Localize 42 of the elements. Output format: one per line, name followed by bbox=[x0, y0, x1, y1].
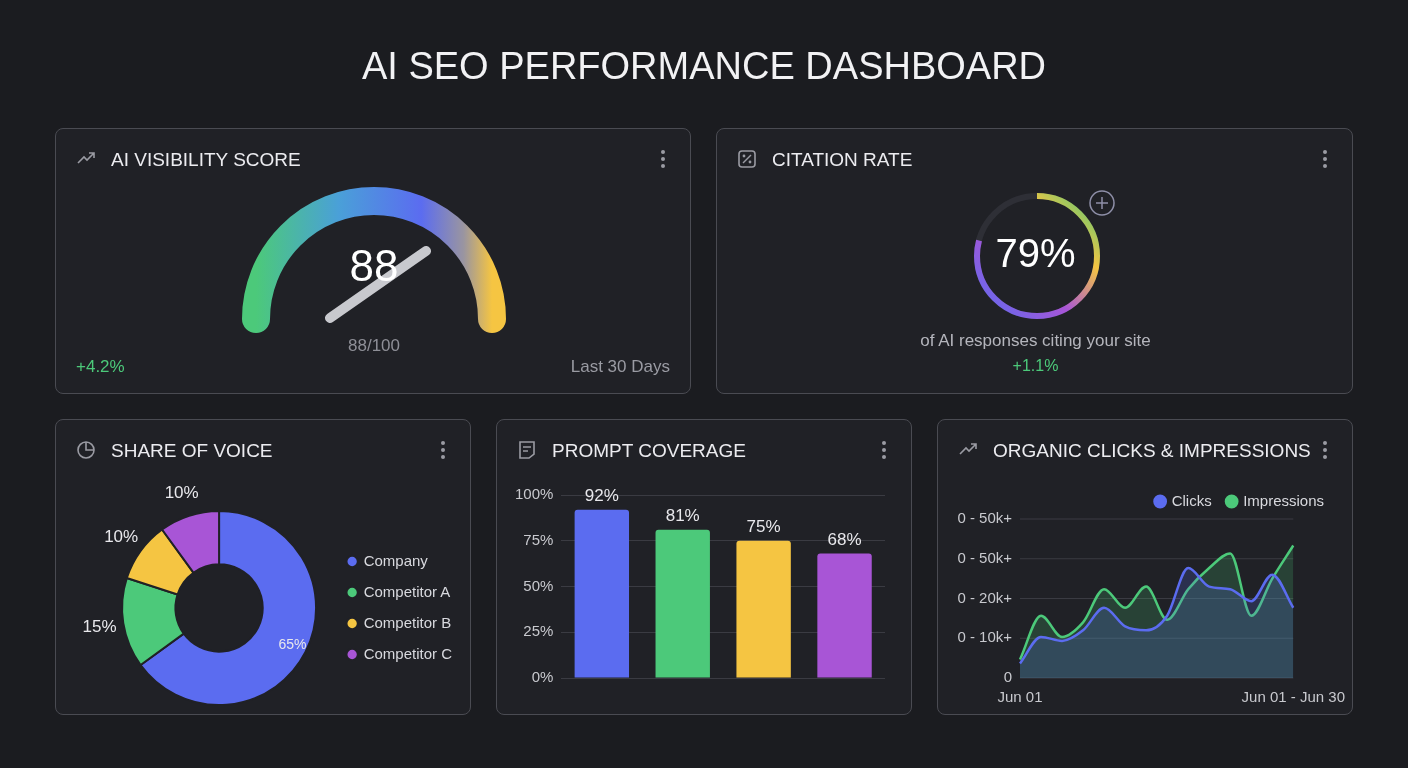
bar bbox=[655, 529, 710, 678]
text: AI SEO PERFORMANCE DASHBOARD bbox=[360, 45, 1048, 88]
text: +4.2% bbox=[76, 357, 125, 377]
text: 0 bbox=[1003, 668, 1012, 686]
data-label: 10% bbox=[104, 526, 139, 546]
data-label: 65% bbox=[278, 636, 307, 653]
text: CITATION RATE bbox=[772, 149, 913, 171]
text: of AI responses citing your site bbox=[919, 331, 1152, 351]
bar bbox=[817, 553, 872, 678]
y-tick-label: 75% bbox=[523, 530, 554, 548]
legend-label: Impressions bbox=[1243, 491, 1324, 509]
data-label: 92% bbox=[584, 485, 619, 505]
text: 88/100 bbox=[347, 336, 401, 356]
y-tick-label: 100% bbox=[514, 485, 554, 503]
chart-title: PROMPT COVERAGE bbox=[552, 440, 746, 462]
text: 0 - 50k+ bbox=[957, 548, 1013, 566]
text: AI VISIBILITY SCORE bbox=[111, 149, 301, 171]
x-tick-label: Jun 01 - Jun 30 bbox=[1241, 688, 1345, 706]
legend-label: Competitor A bbox=[363, 582, 451, 600]
data-label: 81% bbox=[665, 505, 700, 525]
bar bbox=[736, 540, 791, 678]
text: 79% bbox=[994, 231, 1077, 276]
y-tick-label: 0% bbox=[531, 668, 554, 686]
data-label: 68% bbox=[827, 529, 862, 549]
text: 0 - 10k+ bbox=[957, 628, 1013, 646]
text: +1.1% bbox=[1011, 357, 1060, 375]
y-tick-label: 50% bbox=[523, 576, 554, 594]
bar bbox=[574, 509, 630, 678]
legend-label: Competitor B bbox=[363, 613, 452, 631]
legend-label: Competitor C bbox=[363, 644, 453, 662]
data-label: 75% bbox=[746, 516, 781, 536]
text: 0 - 20k+ bbox=[957, 588, 1013, 606]
y-tick-label: 25% bbox=[523, 622, 554, 640]
chart-title: SHARE OF VOICE bbox=[111, 440, 273, 462]
legend-label: Clicks bbox=[1171, 491, 1212, 509]
data-label: 15% bbox=[82, 616, 117, 636]
text: 0 - 50k+ bbox=[957, 509, 1013, 527]
data-label: 10% bbox=[164, 482, 199, 502]
text: Last 30 Days bbox=[570, 357, 670, 377]
x-tick-label: Jun 01 bbox=[997, 688, 1043, 706]
chart-title: ORGANIC CLICKS & IMPRESSIONS bbox=[993, 440, 1311, 462]
legend-label: Company bbox=[363, 551, 429, 569]
